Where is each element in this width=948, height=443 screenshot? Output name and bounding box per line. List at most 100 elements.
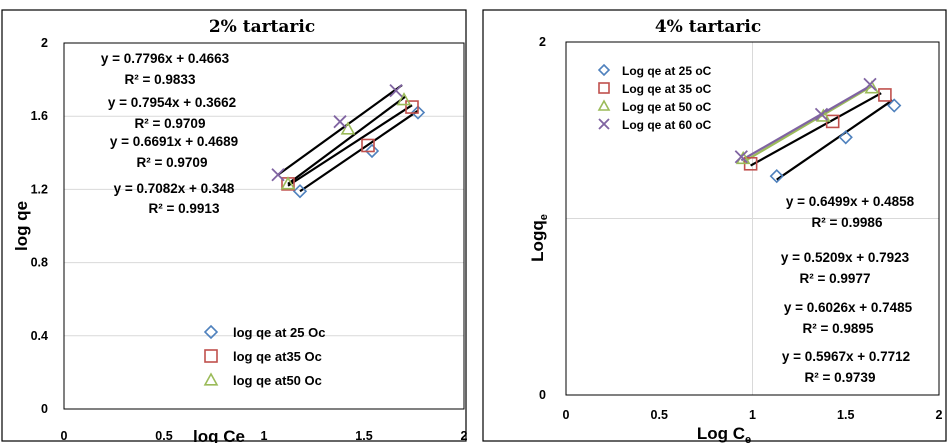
chart2-y-axis-title: Logqe xyxy=(528,214,550,262)
chart2-trendline-1 xyxy=(750,92,882,167)
chart1-r2-3: R² = 0.9913 xyxy=(149,201,220,216)
chart1-ytick-4: 1.6 xyxy=(31,109,48,123)
chart1-legend-label-0: log qe at 25 Oc xyxy=(233,325,325,340)
chart2-r2-2: R² = 0.9895 xyxy=(803,321,874,336)
chart1-legend-label-1: log qe at35 Oc xyxy=(233,349,322,364)
chart2-eq-1: y = 0.5209x + 0.7923 xyxy=(781,250,910,265)
chart1-point-s3-0 xyxy=(271,168,285,182)
chart2-legend-marker-0 xyxy=(597,63,611,77)
chart1-equations: y = 0.7796x + 0.4663 R² = 0.9833 y = 0.7… xyxy=(101,51,238,216)
chart2-equations: y = 0.6499x + 0.4858 R² = 0.9986 y = 0.5… xyxy=(781,194,915,385)
chart1-xtick-1: 0.5 xyxy=(155,429,172,443)
chart2-gridlines xyxy=(566,42,939,395)
chart2-legend-marker-1 xyxy=(598,82,610,94)
chart2-point-s3-0 xyxy=(734,150,748,164)
chart1-x-tick-labels: 0 0.5 1 1.5 2 xyxy=(61,429,468,443)
chart1-trendline-0 xyxy=(299,109,419,193)
chart2-point-s0-2 xyxy=(887,98,902,113)
chart2-xtick-0: 0 xyxy=(563,408,570,422)
chart1-legend-label-2: log qe at50 Oc xyxy=(233,373,322,388)
chart2-point-s3-2 xyxy=(863,77,877,91)
chart2-r2-0: R² = 0.9986 xyxy=(812,215,883,230)
chart2-y-axis-title-sub: e xyxy=(538,214,550,220)
chart1-eq-3: y = 0.7082x + 0.348 xyxy=(114,181,235,196)
chart2-point-s2-2 xyxy=(864,80,880,94)
chart1-point-s1-1 xyxy=(361,138,375,153)
chart2-xtick-2: 1 xyxy=(749,408,756,422)
chart1-point-s0-2 xyxy=(410,105,426,120)
chart2-data-points xyxy=(734,77,902,184)
chart2-y-axis-title-main: Logq xyxy=(528,220,547,262)
chart2-xtick-4: 2 xyxy=(936,408,943,422)
chart1-point-s3-1 xyxy=(333,115,347,129)
chart2-trendlines xyxy=(740,85,893,181)
chart1-point-s3-2 xyxy=(389,83,403,98)
chart1-eq-0: y = 0.7796x + 0.4663 xyxy=(101,51,230,66)
chart1-xtick-2: 1 xyxy=(261,429,268,443)
chart1-ytick-0: 0 xyxy=(41,402,48,416)
chart1-trendline-1 xyxy=(287,104,413,187)
chart1-trendline-3 xyxy=(277,84,403,176)
chart2-xtick-3: 1.5 xyxy=(837,408,854,422)
chart1-point-s1-2 xyxy=(405,100,419,114)
chart2-eq-2: y = 0.6026x + 0.7485 xyxy=(784,300,913,315)
chart1-legend-marker-2 xyxy=(203,372,219,386)
chart2-point-s1-2 xyxy=(878,88,892,102)
chart1-frame xyxy=(1,9,467,442)
chart1-ytick-5: 2 xyxy=(41,36,48,50)
chart2-legend-marker-2 xyxy=(597,99,611,111)
chart-2pct-tartaric: 2% tartaric 0 0.4 0.8 1.2 1.6 2 0 0.5 1 … xyxy=(1,9,468,443)
chart2-trendline-0 xyxy=(776,99,893,181)
chart1-ytick-2: 0.8 xyxy=(31,256,48,270)
chart1-eq-2: y = 0.6691x + 0.4689 xyxy=(110,134,238,149)
chart1-point-s0-1 xyxy=(364,143,380,159)
chart1-eq-1: y = 0.7954x + 0.3662 xyxy=(108,95,236,110)
chart2-frame xyxy=(482,9,947,442)
chart1-title: 2% tartaric xyxy=(209,17,315,37)
chart1-y-tick-labels: 0 0.4 0.8 1.2 1.6 2 xyxy=(31,36,48,416)
chart1-y-axis-title: log qe xyxy=(12,201,31,251)
chart2-title: 4% tartaric xyxy=(655,17,761,37)
chart2-legend-label-2: Log qe at 50 oC xyxy=(622,100,712,114)
chart1-xtick-0: 0 xyxy=(61,429,68,443)
chart1-trendlines xyxy=(277,84,419,193)
chart2-plot-area xyxy=(565,41,940,396)
chart1-point-s0-0 xyxy=(292,184,308,199)
chart1-plot-area xyxy=(63,42,465,410)
chart2-point-s0-1 xyxy=(838,130,853,145)
chart1-r2-1: R² = 0.9709 xyxy=(135,116,206,131)
chart-4pct-tartaric: 4% tartaric 0 2 0 0.5 1 1.5 2 Log Ce Log… xyxy=(482,9,947,443)
chart1-point-s2-0 xyxy=(280,176,296,190)
chart2-legend-marker-3 xyxy=(598,118,610,130)
chart2-r2-3: R² = 0.9739 xyxy=(805,370,876,385)
chart2-trendline-3 xyxy=(740,85,871,162)
chart2-r2-1: R² = 0.9977 xyxy=(800,271,871,286)
chart2-x-axis-title-sub: e xyxy=(745,434,751,443)
chart2-legend-label-3: Log qe at 60 oC xyxy=(622,118,712,132)
chart2-point-s0-0 xyxy=(769,169,784,184)
chart2-legend-label-1: Log qe at 35 oC xyxy=(622,82,712,96)
chart2-legend-label-0: Log qe at 25 oC xyxy=(622,64,712,78)
chart2-y-tick-labels: 0 2 xyxy=(539,35,546,402)
chart2-x-axis-title: Log Ce xyxy=(697,424,751,443)
chart2-ytick-1: 2 xyxy=(539,35,546,49)
chart1-x-axis-title: log Ce xyxy=(193,427,245,443)
chart2-x-axis-title-main: Log C xyxy=(697,424,745,443)
chart2-trendline-2 xyxy=(742,85,873,163)
chart1-r2-2: R² = 0.9709 xyxy=(137,155,208,170)
chart1-legend-marker-1 xyxy=(204,349,218,363)
chart1-ytick-1: 0.4 xyxy=(31,329,48,343)
chart1-gridlines xyxy=(64,115,464,337)
chart2-x-tick-labels: 0 0.5 1 1.5 2 xyxy=(563,408,943,422)
chart2-point-s3-1 xyxy=(814,107,829,122)
chart1-data-points xyxy=(271,83,426,199)
chart2-legend: Log qe at 25 oC Log qe at 35 oC Log qe a… xyxy=(597,63,712,132)
chart1-xtick-4: 2 xyxy=(461,429,468,443)
chart2-eq-0: y = 0.6499x + 0.4858 xyxy=(786,194,915,209)
chart1-xtick-3: 1.5 xyxy=(355,429,372,443)
chart2-ytick-0: 0 xyxy=(539,388,546,402)
chart1-ytick-3: 1.2 xyxy=(31,182,48,196)
chart1-point-s2-2 xyxy=(396,92,412,106)
chart2-xtick-1: 0.5 xyxy=(651,408,668,422)
